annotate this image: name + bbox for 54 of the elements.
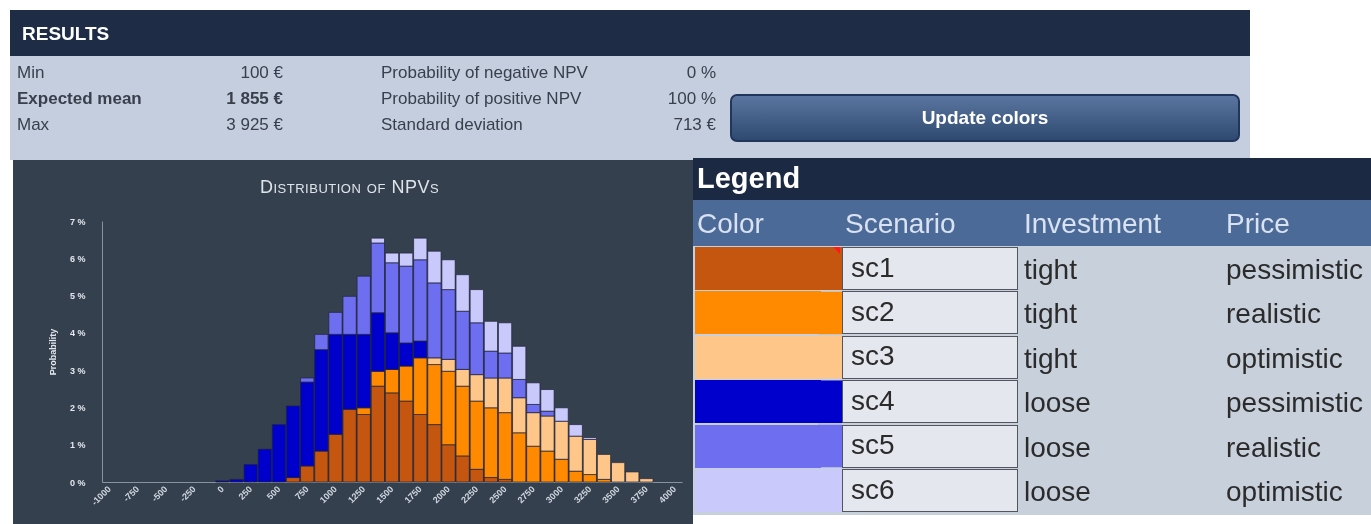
- text: 3 925 €: [226, 115, 283, 135]
- y-tick-label: 6 %: [69, 253, 86, 264]
- x-tick-label: -500: [149, 483, 170, 504]
- text: Investment: [1024, 208, 1161, 240]
- text: Price: [1226, 208, 1290, 240]
- y-tick-label: 2 %: [69, 402, 86, 413]
- y-tick-label: 1 %: [69, 440, 86, 451]
- text: Probability of negative NPV: [381, 63, 588, 83]
- button: Update colors: [730, 94, 1240, 142]
- x-tick-label: 750: [293, 483, 311, 502]
- text: 1 855 €: [226, 89, 283, 109]
- chart-title: Distribution of NPVs: [260, 177, 440, 197]
- text: loose: [1024, 476, 1091, 508]
- text: 713 €: [673, 115, 716, 135]
- text: optimistic: [1226, 342, 1343, 375]
- text: tight: [1024, 254, 1077, 286]
- x-tick-label: -750: [121, 483, 142, 504]
- text: 0 %: [686, 63, 716, 83]
- text: realistic: [1226, 431, 1321, 464]
- legend-label: sc2: [851, 295, 895, 327]
- legend-label: sc1: [851, 251, 895, 283]
- y-tick-label: 7 %: [69, 216, 86, 227]
- legend-label: sc6: [851, 473, 895, 505]
- y-tick-label: 4 %: [69, 328, 86, 339]
- y-tick-label: 5 %: [69, 291, 86, 302]
- x-tick-label: 250: [236, 483, 255, 502]
- text: Min: [17, 63, 45, 83]
- legend-label: sc5: [851, 429, 895, 461]
- y-axis-title: Probability: [47, 328, 58, 376]
- text: Probability of positive NPV: [381, 89, 582, 109]
- text: RESULTS: [22, 23, 110, 45]
- text: 100 €: [240, 63, 283, 83]
- text: pessimistic: [1226, 387, 1363, 420]
- text: Expected mean: [17, 89, 142, 109]
- y-tick-label: 0 %: [69, 477, 86, 488]
- legend-label: sc4: [851, 384, 895, 416]
- text: tight: [1024, 342, 1077, 375]
- legend-title: Legend: [697, 162, 801, 195]
- x-tick-label: 500: [264, 483, 283, 502]
- text: 100 %: [667, 89, 716, 109]
- y-tick-label: 3 %: [69, 365, 86, 376]
- text: Standard deviation: [381, 115, 523, 135]
- x-tick-label: 0: [215, 483, 226, 495]
- text: Scenario: [845, 208, 956, 240]
- text: tight: [1024, 298, 1077, 331]
- text: Max: [17, 115, 50, 135]
- text: loose: [1024, 387, 1091, 420]
- text: realistic: [1226, 298, 1321, 331]
- text: optimistic: [1226, 476, 1343, 508]
- x-tick-label: -250: [177, 483, 198, 504]
- text: Color: [697, 208, 764, 240]
- text: pessimistic: [1226, 254, 1363, 286]
- legend-label: sc3: [851, 340, 895, 372]
- text: loose: [1024, 431, 1091, 464]
